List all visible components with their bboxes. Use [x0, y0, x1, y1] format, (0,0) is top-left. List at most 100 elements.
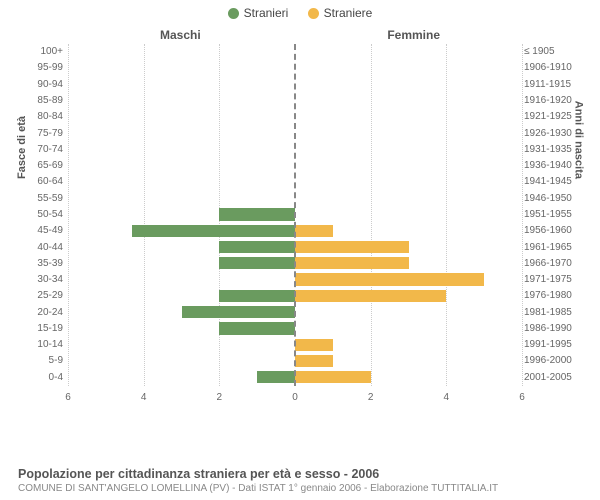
age-label: 50-54 — [21, 209, 63, 220]
male-half — [68, 369, 295, 385]
male-half — [68, 92, 295, 108]
male-half — [68, 239, 295, 255]
female-half — [295, 239, 522, 255]
bar-female — [295, 257, 409, 269]
female-half — [295, 125, 522, 141]
age-label: 65-69 — [21, 160, 63, 171]
age-label: 90-94 — [21, 79, 63, 90]
age-label: 0-4 — [21, 372, 63, 383]
swatch-female — [308, 8, 319, 19]
male-half — [68, 174, 295, 190]
birth-label: 1906-1910 — [524, 62, 579, 73]
female-half — [295, 255, 522, 271]
male-half — [68, 206, 295, 222]
plot-area: 100+≤ 190595-991906-191090-941911-191585… — [68, 44, 522, 386]
male-half — [68, 337, 295, 353]
grid-line — [522, 44, 523, 386]
male-half — [68, 109, 295, 125]
age-label: 80-84 — [21, 111, 63, 122]
swatch-male — [228, 8, 239, 19]
birth-label: 1931-1935 — [524, 144, 579, 155]
female-half — [295, 141, 522, 157]
age-label: 55-59 — [21, 193, 63, 204]
female-half — [295, 60, 522, 76]
age-label: 60-64 — [21, 176, 63, 187]
birth-label: 1971-1975 — [524, 274, 579, 285]
female-half — [295, 337, 522, 353]
birth-label: ≤ 1905 — [524, 46, 579, 57]
female-half — [295, 304, 522, 320]
female-half — [295, 369, 522, 385]
birth-label: 1936-1940 — [524, 160, 579, 171]
bar-male — [257, 371, 295, 383]
chart-footer: Popolazione per cittadinanza straniera p… — [18, 467, 498, 494]
age-label: 20-24 — [21, 307, 63, 318]
bar-female — [295, 241, 409, 253]
legend-male: Stranieri — [228, 6, 289, 20]
female-half — [295, 76, 522, 92]
bar-male — [219, 290, 295, 302]
birth-label: 1921-1925 — [524, 111, 579, 122]
x-tick: 6 — [65, 392, 71, 403]
birth-label: 1911-1915 — [524, 79, 579, 90]
bar-male — [182, 306, 296, 318]
birth-label: 1986-1990 — [524, 323, 579, 334]
birth-label: 1941-1945 — [524, 176, 579, 187]
legend-female: Straniere — [308, 6, 373, 20]
birth-label: 1981-1985 — [524, 307, 579, 318]
female-half — [295, 174, 522, 190]
age-label: 25-29 — [21, 290, 63, 301]
bar-female — [295, 273, 484, 285]
male-half — [68, 141, 295, 157]
birth-label: 2001-2005 — [524, 372, 579, 383]
age-label: 85-89 — [21, 95, 63, 106]
age-label: 40-44 — [21, 242, 63, 253]
age-label: 70-74 — [21, 144, 63, 155]
birth-label: 1996-2000 — [524, 355, 579, 366]
x-tick: 4 — [444, 392, 450, 403]
age-label: 30-34 — [21, 274, 63, 285]
bar-male — [219, 322, 295, 334]
bar-female — [295, 339, 333, 351]
bar-female — [295, 290, 446, 302]
population-pyramid-chart: Maschi Femmine Fasce di età Anni di nasc… — [20, 24, 580, 414]
bar-male — [219, 208, 295, 220]
male-half — [68, 125, 295, 141]
legend: Stranieri Straniere — [0, 0, 600, 24]
male-half — [68, 60, 295, 76]
bar-female — [295, 355, 333, 367]
title-female: Femmine — [387, 28, 440, 42]
x-tick: 4 — [141, 392, 147, 403]
x-tick: 2 — [368, 392, 374, 403]
female-half — [295, 271, 522, 287]
age-label: 35-39 — [21, 258, 63, 269]
birth-label: 1946-1950 — [524, 193, 579, 204]
birth-label: 1951-1955 — [524, 209, 579, 220]
female-half — [295, 353, 522, 369]
male-half — [68, 223, 295, 239]
age-label: 5-9 — [21, 355, 63, 366]
legend-female-label: Straniere — [324, 6, 373, 20]
female-half — [295, 109, 522, 125]
birth-label: 1926-1930 — [524, 128, 579, 139]
male-half — [68, 320, 295, 336]
male-half — [68, 190, 295, 206]
birth-label: 1916-1920 — [524, 95, 579, 106]
female-half — [295, 206, 522, 222]
age-label: 75-79 — [21, 128, 63, 139]
female-half — [295, 157, 522, 173]
birth-label: 1961-1965 — [524, 242, 579, 253]
male-half — [68, 304, 295, 320]
male-half — [68, 44, 295, 60]
female-half — [295, 44, 522, 60]
age-label: 10-14 — [21, 339, 63, 350]
male-half — [68, 255, 295, 271]
birth-label: 1956-1960 — [524, 225, 579, 236]
center-line — [294, 44, 296, 386]
legend-male-label: Stranieri — [244, 6, 289, 20]
age-label: 15-19 — [21, 323, 63, 334]
age-label: 100+ — [21, 46, 63, 57]
age-label: 95-99 — [21, 62, 63, 73]
bar-male — [219, 241, 295, 253]
birth-label: 1966-1970 — [524, 258, 579, 269]
